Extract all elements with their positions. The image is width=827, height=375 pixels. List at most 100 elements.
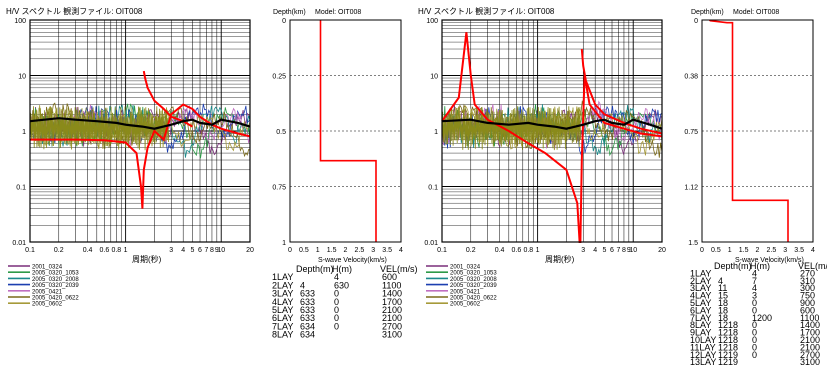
profile-x-tick-label: 0.5	[299, 247, 309, 254]
profile-depth-label-2: Depth(km)	[691, 9, 724, 16]
hv-xlabel-1: 周期(秒)	[132, 254, 162, 264]
table-cell: 0	[334, 313, 339, 323]
profile-x-tick-label: 2	[756, 247, 760, 254]
table-cell: 0	[752, 335, 757, 345]
table-cell: 1LAY	[690, 268, 711, 278]
x-tick-label: 0.2	[466, 247, 476, 254]
table-cell: 0	[752, 305, 757, 315]
table-cell: 6LAY	[690, 305, 711, 315]
table-cell: 18	[718, 313, 728, 323]
table-cell: 2LAY	[690, 276, 711, 286]
profile-y-tick-label: 0.25	[272, 74, 286, 81]
y-tick-label: 0.01	[424, 240, 438, 247]
table-cell: 633	[300, 289, 315, 299]
profile-x-tick-label: 2	[344, 247, 348, 254]
y-tick-label: 100	[426, 18, 438, 25]
table-cell: 634	[300, 330, 315, 340]
y-tick-label: 1	[22, 129, 26, 136]
table-cell: 0	[752, 350, 757, 360]
table-cell: 600	[800, 305, 815, 315]
table-cell: 4	[752, 268, 757, 278]
profile-y-tick-label: 1	[282, 240, 286, 247]
profile-model-label-1: Model: OIT008	[315, 9, 361, 16]
profile-x-tick-label: 1.5	[739, 247, 749, 254]
profile-chart-1: Depth(km) Model: OIT008 S-wave Velocity(…	[272, 9, 403, 264]
series-line-theoretical-upper	[580, 48, 663, 135]
legend-2: 2001_03242005_0320_10532005_0320_2008200…	[426, 265, 497, 308]
x-tick-label: 20	[658, 247, 666, 254]
x-tick-label: 0.4	[83, 247, 93, 254]
hv-title-1: H/V スペクトル 観測ファイル: OIT008	[6, 6, 143, 16]
y-tick-label: 10	[430, 74, 438, 81]
table-header: Depth(m)	[714, 261, 752, 271]
series-line-average	[29, 117, 251, 130]
observed-band-line	[29, 106, 169, 151]
x-tick-label: 0.1	[25, 247, 35, 254]
profile-x-tick-label: 1	[316, 247, 320, 254]
x-tick-label: 1	[536, 247, 540, 254]
x-tick-label: 9	[215, 247, 219, 254]
x-tick-label: 0.6	[512, 247, 522, 254]
profile-y-tick-label: 1.5	[688, 240, 698, 247]
table-cell: 1200	[752, 313, 772, 323]
table-cell: 0	[334, 321, 339, 331]
layer-table-2: Depth(m)H(m)VEL(m/s)1LAY42702LAY473103LA…	[690, 261, 827, 367]
profile-y-tick-label: 0	[282, 18, 286, 25]
table-cell: 1218	[718, 342, 738, 352]
profile-xlabel-2: S-wave Velocity(km/s)	[735, 257, 804, 264]
table-cell: 3100	[800, 357, 820, 367]
x-tick-label: 7	[616, 247, 620, 254]
table-header: H(m)	[750, 261, 770, 271]
table-header: Depth(m)	[296, 264, 334, 274]
profile-y-tick-label: 1.12	[684, 185, 698, 192]
table-cell: 7LAY	[690, 313, 711, 323]
plot-frame	[29, 19, 251, 243]
table-cell: 9LAY	[690, 328, 711, 338]
x-tick-label: 9	[627, 247, 631, 254]
profile-chart-2: Depth(km) Model: OIT008 S-wave Velocity(…	[684, 9, 815, 264]
profile-x-tick-label: 3.5	[794, 247, 804, 254]
legend-label: 2005_0320_2008	[450, 277, 497, 283]
series-line-theoretical-upper	[142, 70, 193, 128]
table-cell: 2100	[800, 335, 820, 345]
table-cell: 8LAY	[272, 330, 293, 340]
table-header: H(m)	[332, 264, 352, 274]
x-tick-label: 0.1	[437, 247, 447, 254]
table-header: VEL(m/s)	[380, 264, 418, 274]
x-tick-label: 5	[602, 247, 606, 254]
x-tick-label: 5	[190, 247, 194, 254]
profile-depth-label-1: Depth(km)	[273, 9, 306, 16]
profile-frame	[701, 19, 814, 243]
legend-label: 2005_0421	[32, 289, 63, 295]
table-cell: 1400	[382, 289, 402, 299]
table-cell: 7	[752, 276, 757, 286]
profile-xlabel-1: S-wave Velocity(km/s)	[318, 257, 387, 264]
table-cell: 18	[718, 305, 728, 315]
table-cell: 0	[334, 297, 339, 307]
table-cell: 0	[752, 342, 757, 352]
table-cell: 2100	[382, 305, 402, 315]
table-cell: 300	[800, 283, 815, 293]
table-cell: 1700	[800, 328, 820, 338]
table-cell: 633	[300, 297, 315, 307]
table-cell: 750	[800, 291, 815, 301]
table-cell: 310	[800, 276, 815, 286]
table-cell: 900	[800, 298, 815, 308]
table-cell: 2100	[382, 313, 402, 323]
profile-x-tick-label: 1	[728, 247, 732, 254]
table-cell: 0	[334, 289, 339, 299]
table-cell: 1218	[718, 328, 738, 338]
table-cell: 6LAY	[272, 313, 293, 323]
y-tick-label: 100	[14, 18, 26, 25]
legend-label: 2005_0320_2039	[32, 283, 79, 289]
table-cell: 1219	[718, 350, 738, 360]
velocity-profile-line	[319, 20, 377, 242]
legend-label: 2001_0324	[450, 265, 481, 271]
table-cell: 1218	[718, 335, 738, 345]
x-tick-label: 6	[610, 247, 614, 254]
table-cell: 8LAY	[690, 320, 711, 330]
legend-label: 2005_0602	[450, 302, 481, 308]
y-tick-label: 0.1	[16, 185, 26, 192]
profile-x-tick-label: 0	[700, 247, 704, 254]
